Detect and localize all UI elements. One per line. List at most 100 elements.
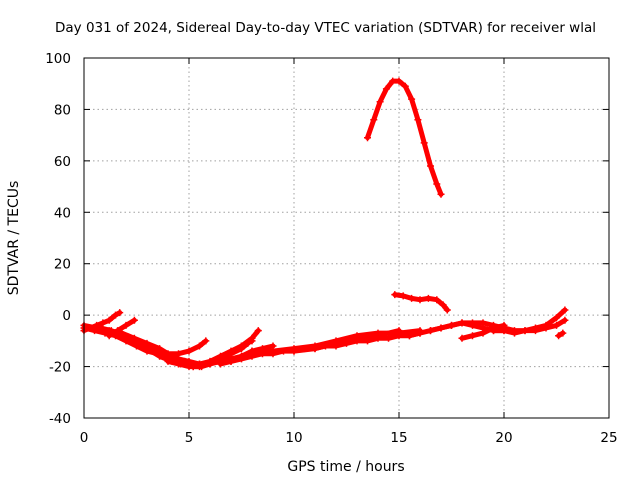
y-tick-label: -40 (49, 411, 71, 427)
data-point (395, 77, 403, 85)
data-point (490, 327, 497, 335)
data-point (370, 116, 378, 124)
grid-lines (84, 58, 609, 418)
data-point (561, 316, 569, 324)
y-tick-label: 60 (54, 154, 71, 170)
axis-ticks: 0 5 10 15 20 25 -40 -20 0 20 40 60 80 100 (45, 51, 617, 446)
data-point (416, 329, 424, 337)
data-point (408, 294, 416, 302)
data-point (164, 357, 172, 365)
data-point (385, 334, 392, 342)
data-point (420, 139, 428, 147)
data-point (175, 360, 182, 368)
data-point (458, 319, 466, 327)
data-point (427, 162, 434, 170)
data-point (353, 334, 361, 342)
data-point (414, 116, 422, 124)
data-point (196, 342, 203, 350)
data-point (521, 327, 529, 335)
data-point (555, 332, 563, 340)
data-point (448, 321, 455, 329)
data-point (244, 339, 252, 347)
series-line-14 (365, 78, 444, 197)
data-point (99, 319, 107, 327)
y-tick-label: 40 (54, 205, 71, 221)
series-line-13 (291, 328, 402, 354)
data-point (311, 345, 319, 353)
data-point (154, 347, 161, 355)
data-point (439, 301, 447, 309)
data-point (206, 360, 214, 368)
data-point (433, 296, 441, 304)
data-point (553, 321, 560, 329)
data-point (238, 345, 245, 353)
data-point (458, 334, 466, 342)
data-point (401, 82, 409, 90)
data-point (290, 347, 298, 355)
data-point (217, 360, 224, 368)
data-point (427, 327, 434, 335)
data-point (130, 337, 138, 345)
data-point (332, 339, 340, 347)
data-point (196, 360, 203, 368)
data-point (227, 357, 235, 365)
data-point (143, 342, 151, 350)
data-point (105, 316, 113, 324)
data-point (227, 350, 235, 358)
y-tick-label: 100 (45, 51, 71, 67)
data-point (424, 294, 432, 302)
data-point (254, 327, 262, 335)
y-axis-label: SDTVAR / TECUs (6, 181, 22, 296)
data-point (500, 327, 508, 335)
x-tick-label: 15 (390, 430, 407, 446)
y-tick-label: -20 (49, 360, 71, 376)
data-point (202, 337, 210, 345)
data-point (248, 337, 256, 345)
y-tick-label: 80 (54, 102, 71, 118)
data-point (469, 321, 476, 329)
data-point (542, 321, 550, 329)
data-point (511, 329, 518, 337)
data-point (364, 134, 371, 142)
data-point (374, 332, 382, 340)
data-point (175, 350, 182, 358)
data-point (553, 314, 560, 322)
data-point (238, 355, 245, 363)
data-point (248, 347, 256, 355)
data-point (406, 332, 413, 340)
data-point (189, 363, 197, 371)
data-point (130, 316, 138, 324)
data-point (561, 306, 569, 314)
data-point (437, 324, 445, 332)
data-point (269, 347, 277, 355)
y-tick-label: 0 (62, 308, 71, 324)
data-point (118, 332, 126, 340)
data-point (389, 77, 397, 85)
x-tick-label: 10 (285, 430, 302, 446)
x-tick-label: 20 (495, 430, 512, 446)
plot-frame (83, 57, 610, 419)
data-point (164, 350, 172, 358)
data-point (433, 180, 441, 188)
data-point (122, 321, 130, 329)
data-point (532, 324, 539, 332)
data-point (376, 98, 384, 106)
data-point (112, 311, 119, 319)
data-point (408, 95, 416, 103)
data-point (443, 306, 451, 314)
data-point (185, 347, 193, 355)
data-point (469, 332, 476, 340)
data-point (559, 329, 567, 337)
data-series (80, 77, 569, 371)
x-axis-label: GPS time / hours (287, 459, 404, 475)
data-point (116, 309, 124, 317)
data-point (479, 329, 487, 337)
y-tick-label: 20 (54, 257, 71, 273)
data-point (391, 291, 399, 299)
data-point (105, 332, 113, 340)
data-point (395, 327, 403, 335)
chart-title: Day 031 of 2024, Sidereal Day-to-day VTE… (55, 20, 596, 36)
data-point (416, 296, 424, 304)
data-point (97, 324, 105, 332)
